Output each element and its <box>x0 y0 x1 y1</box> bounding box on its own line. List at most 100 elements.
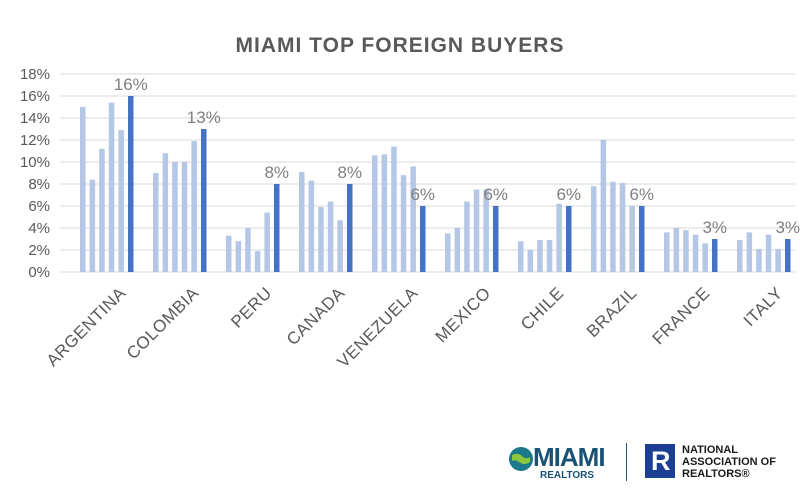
y-axis-ticks: 0% 2% 4% 6% 8% 10% 12% 14% 16% 18% <box>20 66 50 281</box>
bar <box>629 206 635 272</box>
bar <box>191 141 197 272</box>
data-label: 16% <box>114 75 148 94</box>
bar <box>610 181 616 272</box>
category-label: ITALY <box>740 283 787 330</box>
bar <box>254 251 261 272</box>
bar <box>765 234 772 272</box>
bar <box>99 148 105 272</box>
bar <box>108 102 115 272</box>
bar <box>381 154 388 272</box>
data-label: 8% <box>337 163 362 182</box>
data-label: 3% <box>775 218 800 237</box>
bar <box>274 184 280 272</box>
data-label: 6% <box>410 185 435 204</box>
miami-logo-sub: REALTORS <box>540 470 595 481</box>
bar <box>454 228 461 272</box>
nar-line-1: NATIONAL <box>682 444 739 456</box>
bar <box>664 232 670 272</box>
bar <box>372 155 378 272</box>
bar <box>537 240 543 272</box>
y-tick-label: 2% <box>28 242 50 259</box>
category-label: MEXICO <box>432 283 495 346</box>
bar <box>410 166 416 272</box>
category-label: PERU <box>227 283 275 331</box>
category-label: FRANCE <box>649 283 714 348</box>
y-tick-label: 0% <box>28 264 50 281</box>
category-label: ARGENTINA <box>43 283 130 370</box>
footer-logos: MIAMI REALTORS R NATIONAL ASSOCIATION OF… <box>500 437 800 487</box>
bar <box>785 239 791 272</box>
bar <box>181 162 188 272</box>
logo-divider <box>626 443 627 481</box>
bar <box>299 171 305 272</box>
nar-r-letter: R <box>651 446 671 476</box>
bar <box>673 228 680 272</box>
bar <box>746 232 753 272</box>
bar <box>556 203 562 272</box>
bar <box>566 206 572 272</box>
bar <box>473 189 480 272</box>
category-label: BRAZIL <box>583 283 641 341</box>
bar <box>201 129 207 272</box>
bar <box>775 248 781 272</box>
y-tick-label: 12% <box>20 132 50 149</box>
y-tick-label: 8% <box>28 176 50 193</box>
data-label: 3% <box>702 218 727 237</box>
bar <box>737 240 743 272</box>
data-label: 8% <box>264 163 289 182</box>
miami-realtors-logo: MIAMI REALTORS <box>508 442 608 482</box>
y-tick-label: 16% <box>20 88 50 105</box>
bar <box>318 207 324 272</box>
bar <box>235 241 242 272</box>
bar <box>518 241 524 272</box>
bar <box>347 184 353 272</box>
y-tick-label: 4% <box>28 220 50 237</box>
bar <box>162 153 169 272</box>
bar <box>619 182 626 272</box>
data-label: 13% <box>187 108 221 127</box>
bar <box>153 173 159 272</box>
bar <box>483 189 489 272</box>
category-label: CHILE <box>517 283 568 334</box>
bar <box>683 230 689 272</box>
bar <box>172 162 178 272</box>
bar <box>712 239 718 272</box>
bar <box>493 206 499 272</box>
bar <box>391 146 397 272</box>
bar <box>308 180 315 272</box>
bar <box>400 175 407 272</box>
bar <box>226 235 232 272</box>
bar <box>600 140 607 272</box>
nar-logo-mark: R <box>645 444 675 478</box>
bar <box>546 240 553 272</box>
bars <box>80 96 791 272</box>
bar <box>245 228 251 272</box>
globe-icon <box>509 447 533 471</box>
y-tick-label: 14% <box>20 110 50 127</box>
data-label: 6% <box>629 185 654 204</box>
bar <box>527 250 534 272</box>
y-tick-label: 10% <box>20 154 50 171</box>
chart-title: MIAMI TOP FOREIGN BUYERS <box>235 34 565 57</box>
bar <box>464 201 470 272</box>
gridlines <box>60 73 795 273</box>
data-label: 6% <box>483 185 508 204</box>
bar <box>756 248 762 272</box>
y-tick-label: 6% <box>28 198 50 215</box>
bar <box>591 186 597 272</box>
category-label: COLOMBIA <box>123 283 203 363</box>
bar <box>702 243 708 272</box>
nar-line-2: ASSOCIATION OF <box>682 456 776 468</box>
bar <box>264 212 270 272</box>
bar <box>445 233 451 272</box>
bar <box>118 130 124 272</box>
bar <box>420 206 426 272</box>
miami-logo-word: MIAMI <box>533 442 606 472</box>
bar <box>337 220 343 272</box>
bar <box>80 107 86 272</box>
bar <box>639 206 645 272</box>
bar <box>89 179 96 272</box>
data-label: 6% <box>556 185 581 204</box>
category-label: CANADA <box>283 283 349 349</box>
